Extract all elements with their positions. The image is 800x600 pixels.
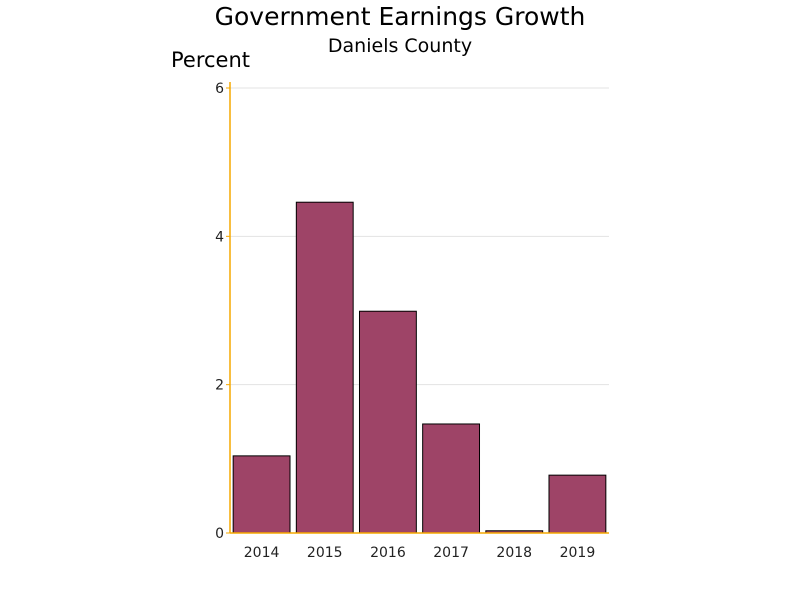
bar-2015 <box>295 201 354 534</box>
x-tick-label: 2019 <box>560 545 596 561</box>
y-tick-label: 2 <box>215 378 224 394</box>
x-tick-label: 2015 <box>307 545 343 561</box>
x-tick-label: 2018 <box>496 545 532 561</box>
bar-2016 <box>358 310 417 534</box>
bar-2014 <box>232 455 291 534</box>
y-tick-label: 6 <box>215 81 224 97</box>
y-tick-label: 0 <box>215 526 224 542</box>
y-tick-label: 4 <box>215 229 224 245</box>
y-axis-label: Percent <box>171 48 250 72</box>
bar-2019 <box>548 474 607 534</box>
x-tick-label: 2016 <box>370 545 406 561</box>
x-tick-label: 2014 <box>244 545 280 561</box>
chart-subtitle: Daniels County <box>328 35 472 57</box>
chart-title: Government Earnings Growth <box>215 2 586 31</box>
x-tick-label: 2017 <box>433 545 469 561</box>
bar-2017 <box>422 423 481 534</box>
